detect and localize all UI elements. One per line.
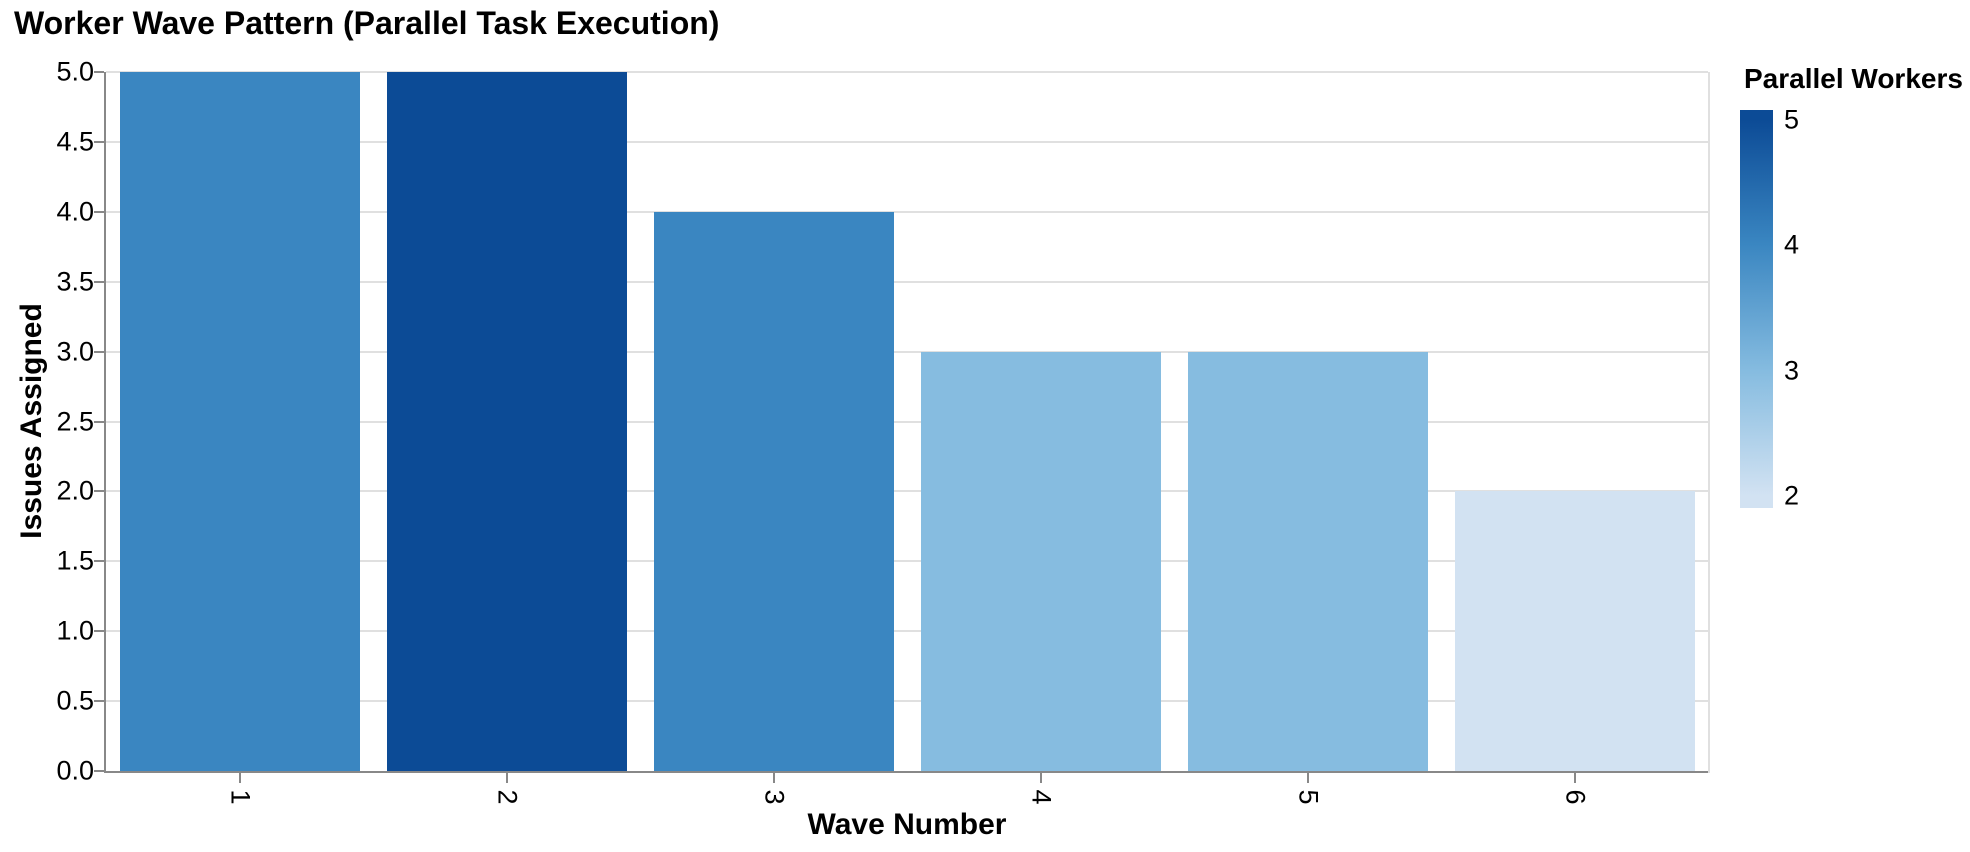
y-tick-label: 5.0: [56, 56, 94, 87]
x-tick-mark: [1573, 773, 1576, 783]
y-tick-label: 3.0: [56, 336, 94, 367]
bar-wave-2: [386, 72, 627, 771]
gridline: [106, 630, 1708, 633]
legend-tick-label: 4: [1784, 229, 1800, 260]
bar-wave-1: [119, 72, 360, 771]
x-tick-label: 2: [492, 789, 522, 805]
gridline: [106, 71, 1708, 73]
gridline: [106, 420, 1708, 423]
gridline: [106, 490, 1708, 493]
y-tick-mark: [94, 280, 104, 283]
y-tick-mark: [94, 71, 104, 73]
y-tick-mark: [94, 630, 104, 633]
bar-wave-5: [1187, 351, 1428, 771]
y-tick-mark: [94, 490, 104, 493]
y-tick-mark: [94, 140, 104, 143]
y-tick-label: 3.5: [56, 266, 94, 297]
y-axis-spine: [104, 72, 106, 773]
x-tick-mark: [772, 773, 775, 783]
y-tick-label: 4.0: [56, 196, 94, 227]
y-tick-mark: [94, 770, 104, 772]
y-tick-label: 0.0: [56, 755, 94, 786]
x-tick-label: 1: [225, 789, 255, 805]
gridline: [106, 140, 1708, 143]
y-tick-label: 1.0: [56, 615, 94, 646]
bar-wave-3: [653, 211, 894, 771]
y-tick-mark: [94, 210, 104, 213]
gridline: [106, 350, 1708, 353]
x-axis-spine: [104, 771, 1710, 773]
y-tick-label: 2.0: [56, 475, 94, 506]
y-tick-mark: [94, 420, 104, 423]
x-tick-label: 6: [1560, 789, 1590, 805]
y-tick-label: 4.5: [56, 126, 94, 157]
x-tick-mark: [1306, 773, 1309, 783]
x-tick-mark: [1039, 773, 1042, 783]
y-tick-mark: [94, 350, 104, 353]
legend-colorbar: [1740, 110, 1773, 508]
y-tick-label: 0.5: [56, 685, 94, 716]
y-tick-label: 2.5: [56, 406, 94, 436]
gridline: [106, 280, 1708, 283]
x-tick-label: 4: [1026, 789, 1056, 805]
gridline: [106, 560, 1708, 563]
bar-wave-6: [1454, 491, 1695, 771]
legend-tick-label: 3: [1784, 355, 1800, 386]
x-tick-mark: [505, 773, 508, 783]
y-tick-label: 1.5: [56, 545, 94, 576]
chart-title: Worker Wave Pattern (Parallel Task Execu…: [14, 5, 720, 41]
x-tick-mark: [238, 773, 241, 783]
legend-title: Parallel Workers: [1744, 63, 1963, 94]
right-plot-border: [1708, 72, 1710, 773]
legend-tick-label: 2: [1784, 480, 1800, 511]
x-tick-label: 3: [759, 789, 789, 805]
legend-tick-label: 5: [1784, 104, 1800, 135]
gridline: [106, 210, 1708, 213]
y-tick-mark: [94, 560, 104, 563]
x-axis-label: Wave Number: [807, 808, 1007, 841]
gridline: [106, 700, 1708, 703]
x-tick-label: 5: [1293, 789, 1323, 805]
y-tick-mark: [94, 700, 104, 703]
bar-wave-4: [920, 351, 1161, 771]
